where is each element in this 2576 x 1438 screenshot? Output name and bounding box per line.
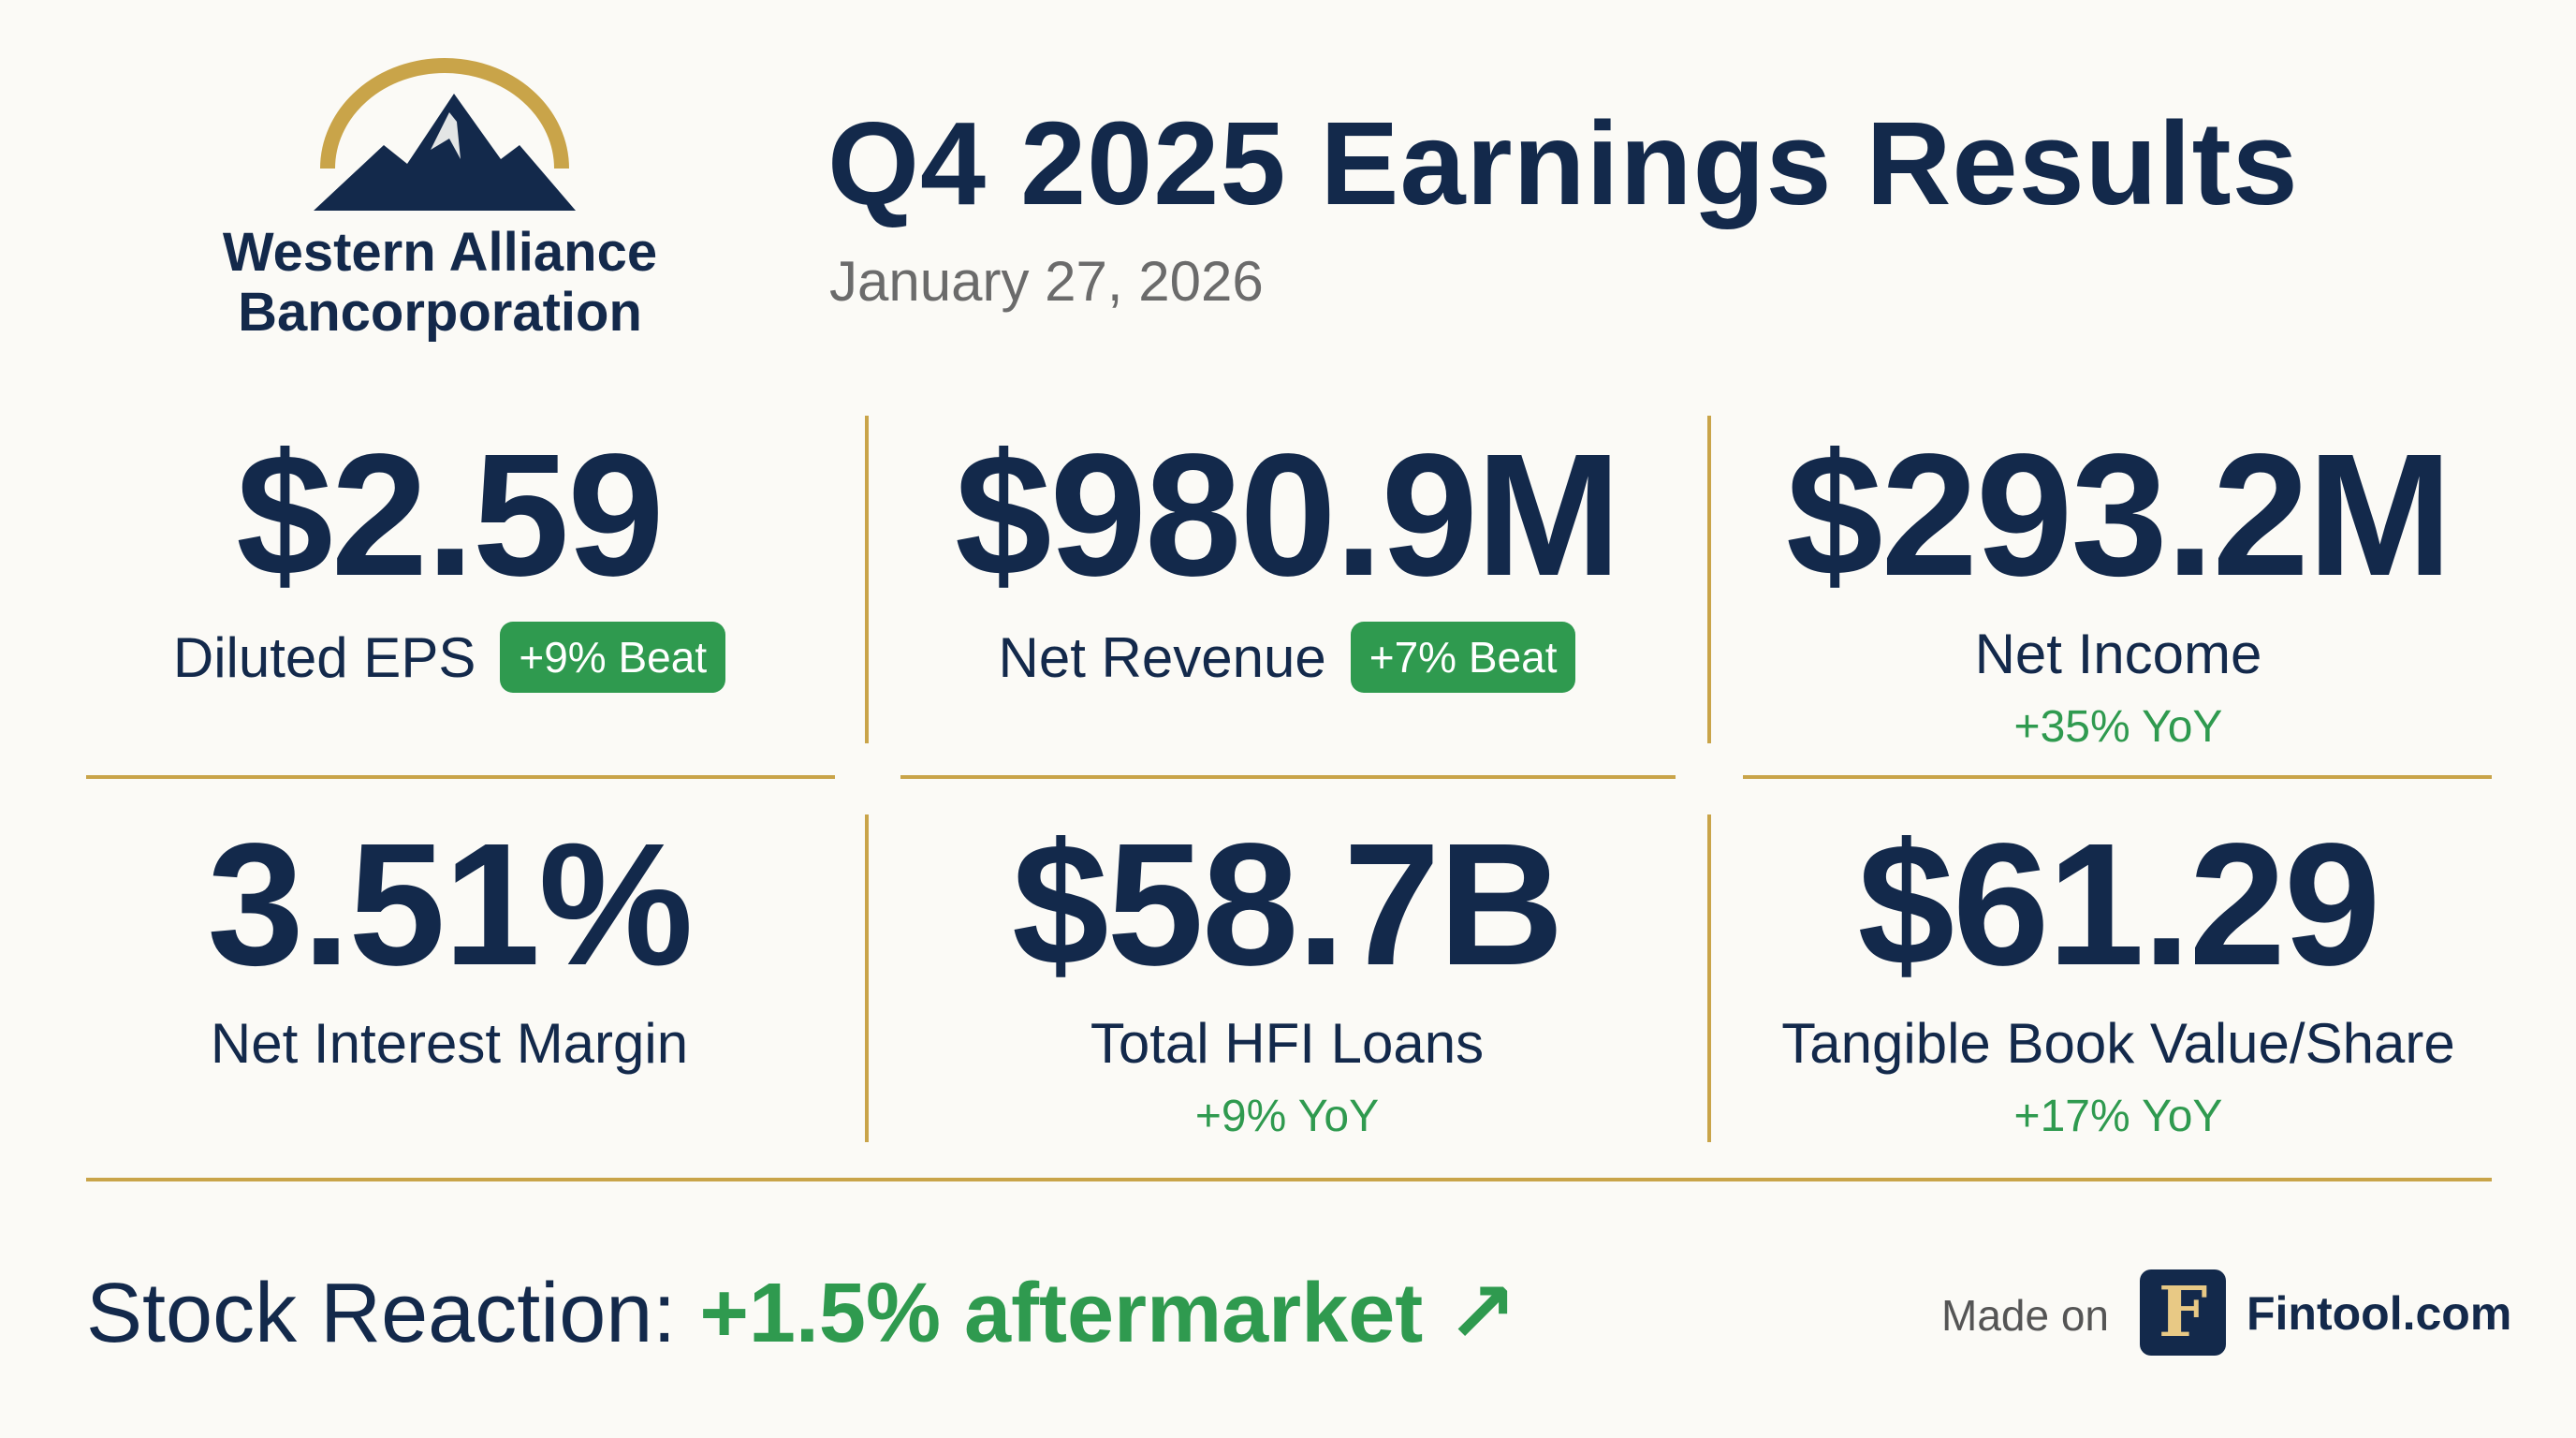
beat-badge: +9% Beat [500, 622, 726, 693]
divider-horizontal [1743, 775, 2492, 779]
metric-value: $2.59 [236, 418, 664, 612]
metric-net-income: $293.2M Net Income +35% YoY [1713, 427, 2524, 753]
divider-horizontal [86, 775, 835, 779]
metric-label: Diluted EPS [172, 625, 476, 689]
company-name-line2: Bancorporation [238, 282, 642, 343]
metric-diluted-eps: $2.59 Diluted EPS +9% Beat [37, 427, 861, 693]
metric-tangible-book-value: $61.29 Tangible Book Value/Share +17% Yo… [1713, 816, 2524, 1142]
stock-reaction-label: Stock Reaction: [86, 1267, 700, 1360]
metric-label: Net Interest Margin [210, 1012, 689, 1075]
arrow-up-right-icon: ↗ [1446, 1267, 1517, 1360]
metric-value: 3.51% [207, 808, 693, 1002]
divider-horizontal [900, 775, 1676, 779]
fintool-logo-icon: F [2140, 1269, 2226, 1356]
metric-label: Net Income [1974, 623, 2262, 685]
metric-value: $61.29 [1857, 808, 2381, 1002]
metric-label: Tangible Book Value/Share [1781, 1012, 2455, 1075]
yoy-change: +9% YoY [1194, 1092, 1380, 1141]
metric-total-hfi-loans: $58.7B Total HFI Loans +9% YoY [871, 816, 1704, 1142]
beat-badge: +7% Beat [1350, 622, 1576, 693]
yoy-change: +35% YoY [2013, 702, 2223, 752]
metric-net-revenue: $980.9M Net Revenue +7% Beat [871, 427, 1704, 693]
yoy-change: +17% YoY [2013, 1092, 2223, 1141]
page-title: Q4 2025 Earnings Results [827, 97, 2299, 229]
mountain-logo-icon [314, 58, 576, 211]
stock-reaction-value: +1.5% aftermarket [699, 1267, 1424, 1360]
made-on-text: Made on [1941, 1291, 2110, 1340]
company-name-line1: Western Alliance [222, 222, 658, 283]
metric-value: $980.9M [955, 418, 1621, 612]
metric-value: $58.7B [1012, 808, 1564, 1002]
metric-label: Total HFI Loans [1090, 1012, 1485, 1075]
company-logo: Western Alliance Bancorporation [178, 56, 702, 356]
divider-vertical [865, 416, 869, 743]
metric-label: Net Revenue [998, 625, 1326, 689]
metric-value: $293.2M [1786, 418, 2452, 612]
divider-vertical [1707, 814, 1711, 1142]
divider-vertical [1707, 416, 1711, 743]
divider-vertical [865, 814, 869, 1142]
stock-reaction: Stock Reaction: +1.5% aftermarket ↗ [86, 1264, 1517, 1362]
report-date: January 27, 2026 [829, 250, 1264, 313]
divider-horizontal [86, 1178, 2492, 1181]
metric-net-interest-margin: 3.51% Net Interest Margin [37, 816, 861, 1076]
fintool-brand-link[interactable]: Fintool.com [2247, 1287, 2512, 1340]
